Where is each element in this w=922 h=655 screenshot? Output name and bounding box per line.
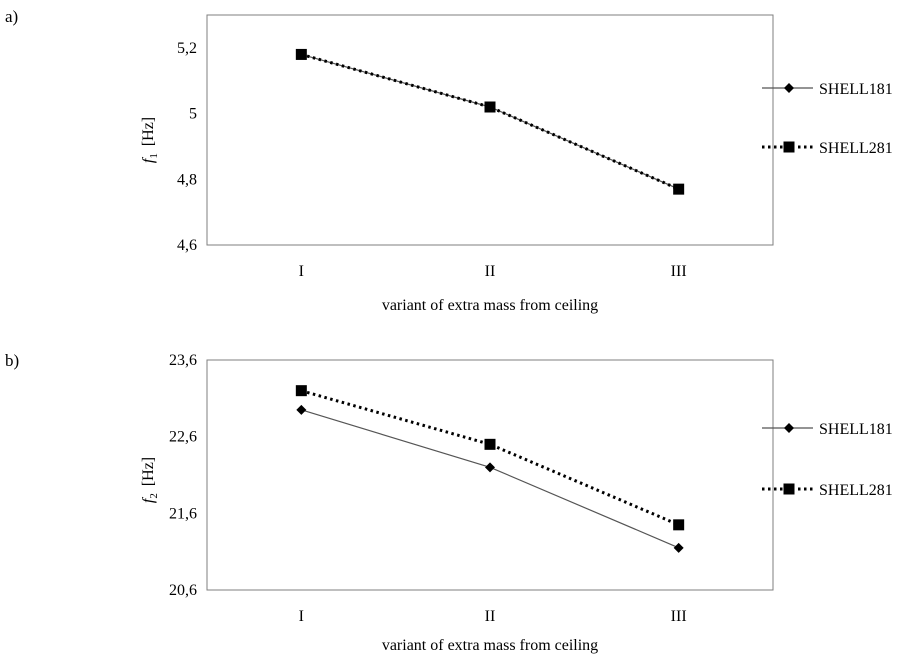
legend-marker-shell281 [783,141,795,153]
legend-label-shell281: SHELL281 [819,140,893,157]
y-tick-label: 5,2 [177,40,197,57]
data-point-shell281 [295,385,307,397]
y-axis-subscript-b: 2 [148,493,160,499]
legend-b: SHELL181 SHELL281 [762,421,893,499]
legend-marker-shell281 [783,483,795,495]
y-axis-symbol-b: f [140,496,157,503]
data-point-shell281 [295,48,307,60]
y-axis-subscript-a: 1 [148,153,160,159]
series-line-shell181 [301,53,679,190]
series-line-shell181 [301,409,679,549]
legend-marker-shell181 [784,423,794,433]
y-tick-label: 23,6 [169,352,197,369]
data-point-shell281 [484,101,496,113]
y-axis-label-b: f2 [Hz] [140,457,160,503]
data-point-shell281 [673,519,685,531]
series-layer-a [295,48,685,195]
y-tick-label: 22,6 [169,429,197,446]
plot-area-b [206,359,774,591]
x-tick-label: III [671,263,687,280]
x-tick-label: II [485,608,496,625]
y-tick-label: 4,8 [177,171,197,188]
legend-label-shell181: SHELL181 [819,421,893,438]
x-tick-labels-a: I II III [299,263,687,280]
series-line-shell281 [300,52,680,191]
y-axis-unit-a: [Hz] [140,117,157,146]
y-tick-label: 21,6 [169,505,197,522]
x-tick-label: I [299,263,304,280]
x-tick-label: III [671,608,687,625]
data-point-shell181 [485,462,495,473]
x-axis-label-a: variant of extra mass from ceiling [382,297,598,314]
legend-label-shell181: SHELL181 [819,81,893,98]
plot-area-a [206,14,774,246]
x-tick-label: II [485,263,496,280]
data-point-shell281 [484,438,496,450]
panel-label-a: a) [5,7,18,26]
x-axis-label-b: variant of extra mass from ceiling [382,637,598,654]
legend-label-shell281: SHELL281 [819,482,893,499]
y-tick-labels-a: 4,6 4,8 5 5,2 [177,40,197,254]
panel-label-b: b) [5,351,19,370]
legend-marker-shell181 [784,83,794,93]
x-tick-label: I [299,608,304,625]
series-layer-b [295,385,685,553]
y-tick-label: 20,6 [169,582,197,599]
data-point-shell281 [673,183,685,195]
y-tick-label: 5 [189,106,197,123]
data-point-shell181 [673,542,684,553]
y-axis-label-a: f1 [Hz] [140,117,160,163]
series-line-shell281 [300,389,680,527]
chart-panel-b: b) 20,621,622,623,6 I II III variant of ex… [5,351,893,654]
y-tick-label: 4,6 [177,237,197,254]
chart-panel-a: a) 4,64,855,2 I II III variant of extra ma… [5,7,893,314]
y-axis-symbol-a: f [140,156,157,163]
y-axis-unit-b: [Hz] [140,457,157,486]
x-tick-labels-b: I II III [299,608,687,625]
y-tick-labels-b: 20,6 21,6 22,6 23,6 [169,352,197,599]
data-point-shell181 [296,404,307,415]
legend-a: SHELL181 SHELL281 [762,81,893,157]
